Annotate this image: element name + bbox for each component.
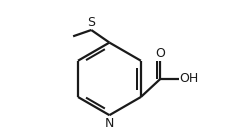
Text: O: O	[155, 47, 165, 60]
Text: S: S	[87, 16, 95, 29]
Text: OH: OH	[178, 72, 198, 85]
Text: N: N	[104, 117, 114, 130]
